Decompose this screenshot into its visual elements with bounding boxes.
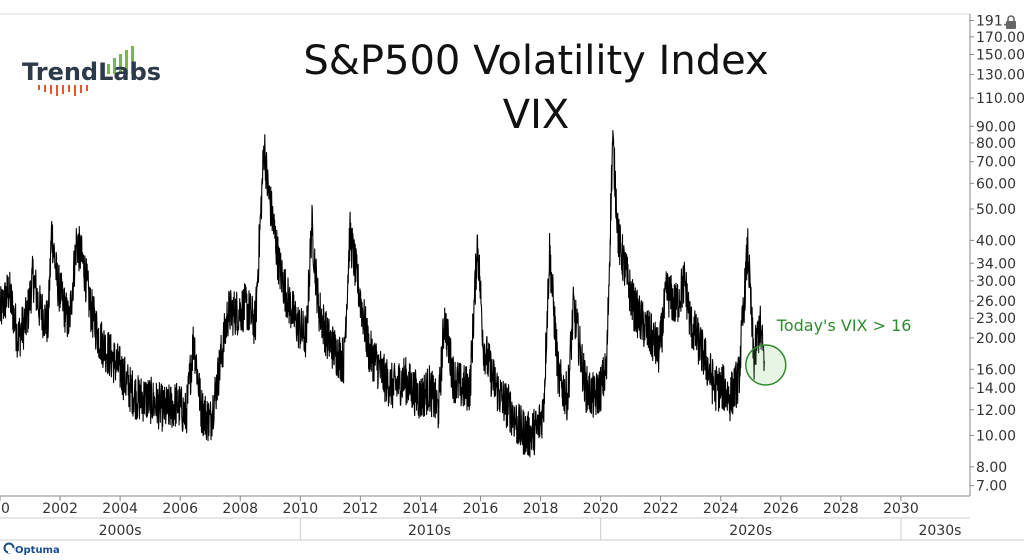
trendlabs-logo: TrendLabs [22,46,161,96]
x-tick-label: 2002 [42,501,78,517]
logo-bars-icon [101,46,134,74]
x-tick-label: 2010 [282,501,318,517]
y-tick-label: 50.00 [976,202,1016,218]
y-tick-label: 26.00 [976,294,1016,310]
x-tick-label: 2026 [763,501,799,517]
y-tick-label: 110.00 [976,91,1024,107]
x-tick-label: 2014 [403,501,439,517]
x-tick-label: 2008 [222,501,258,517]
y-tick-label: 20.00 [976,331,1016,347]
logo-text: TrendLabs [22,58,161,86]
y-tick-label: 191. [976,13,1007,29]
chart-subtitle: VIX [503,92,570,138]
y-tick-label: 70.00 [976,155,1016,171]
decade-label: 2000s [99,523,142,539]
y-tick-label: 60.00 [976,176,1016,192]
x-tick-label: 2028 [823,501,859,517]
x-tick-label: 2016 [463,501,499,517]
decade-label: 2020s [729,523,772,539]
y-tick-label: 150.00 [976,47,1024,63]
y-tick-label: 23.00 [976,311,1016,327]
annotation-layer: Today's VIX > 16 [745,316,912,386]
vix-series-line [0,130,765,458]
lock-icon[interactable] [1006,15,1016,29]
x-tick-label: 0 [1,501,10,517]
y-tick-label: 30.00 [976,274,1016,290]
decade-labels: 2000s 2010s 2020s 2030s [99,518,962,540]
x-tick-label: 2012 [343,501,379,517]
x-tick-label: 2018 [523,501,559,517]
y-tick-label: 8.00 [976,460,1007,476]
y-tick-label: 10.00 [976,428,1016,444]
x-tick-label: 2004 [102,501,138,517]
y-tick-label: 170.00 [976,30,1024,46]
y-tick-label: 34.00 [976,256,1016,272]
x-axis: 0 2002 2004 2006 2008 2010 2012 2014 2016 2018 202… [0,496,919,517]
x-tick-label: 2024 [703,501,739,517]
y-tick-label: 90.00 [976,119,1016,135]
y-tick-label: 130.00 [976,68,1024,84]
decade-label: 2030s [919,523,962,539]
x-tick-label: 2022 [643,501,679,517]
chart-title: S&P500 Volatility Index [303,38,768,84]
y-tick-label: 7.00 [976,479,1007,495]
y-tick-label: 12.00 [976,403,1016,419]
y-tick-label: 40.00 [976,233,1016,249]
y-tick-label: 16.00 [976,362,1016,378]
y-tick-label: 14.00 [976,381,1016,397]
y-tick-label: 80.00 [976,136,1016,152]
x-tick-label: 2030 [883,501,919,517]
annotation-text: Today's VIX > 16 [776,316,912,335]
optuma-logo-icon [3,542,15,554]
decade-label: 2010s [408,523,451,539]
annotation-circle [745,344,787,386]
x-tick-label: 2020 [583,501,619,517]
x-tick-label: 2006 [162,501,198,517]
footer-brand: Optuma [15,545,60,555]
logo-underline-icon [38,85,88,96]
series-layer [0,130,765,458]
